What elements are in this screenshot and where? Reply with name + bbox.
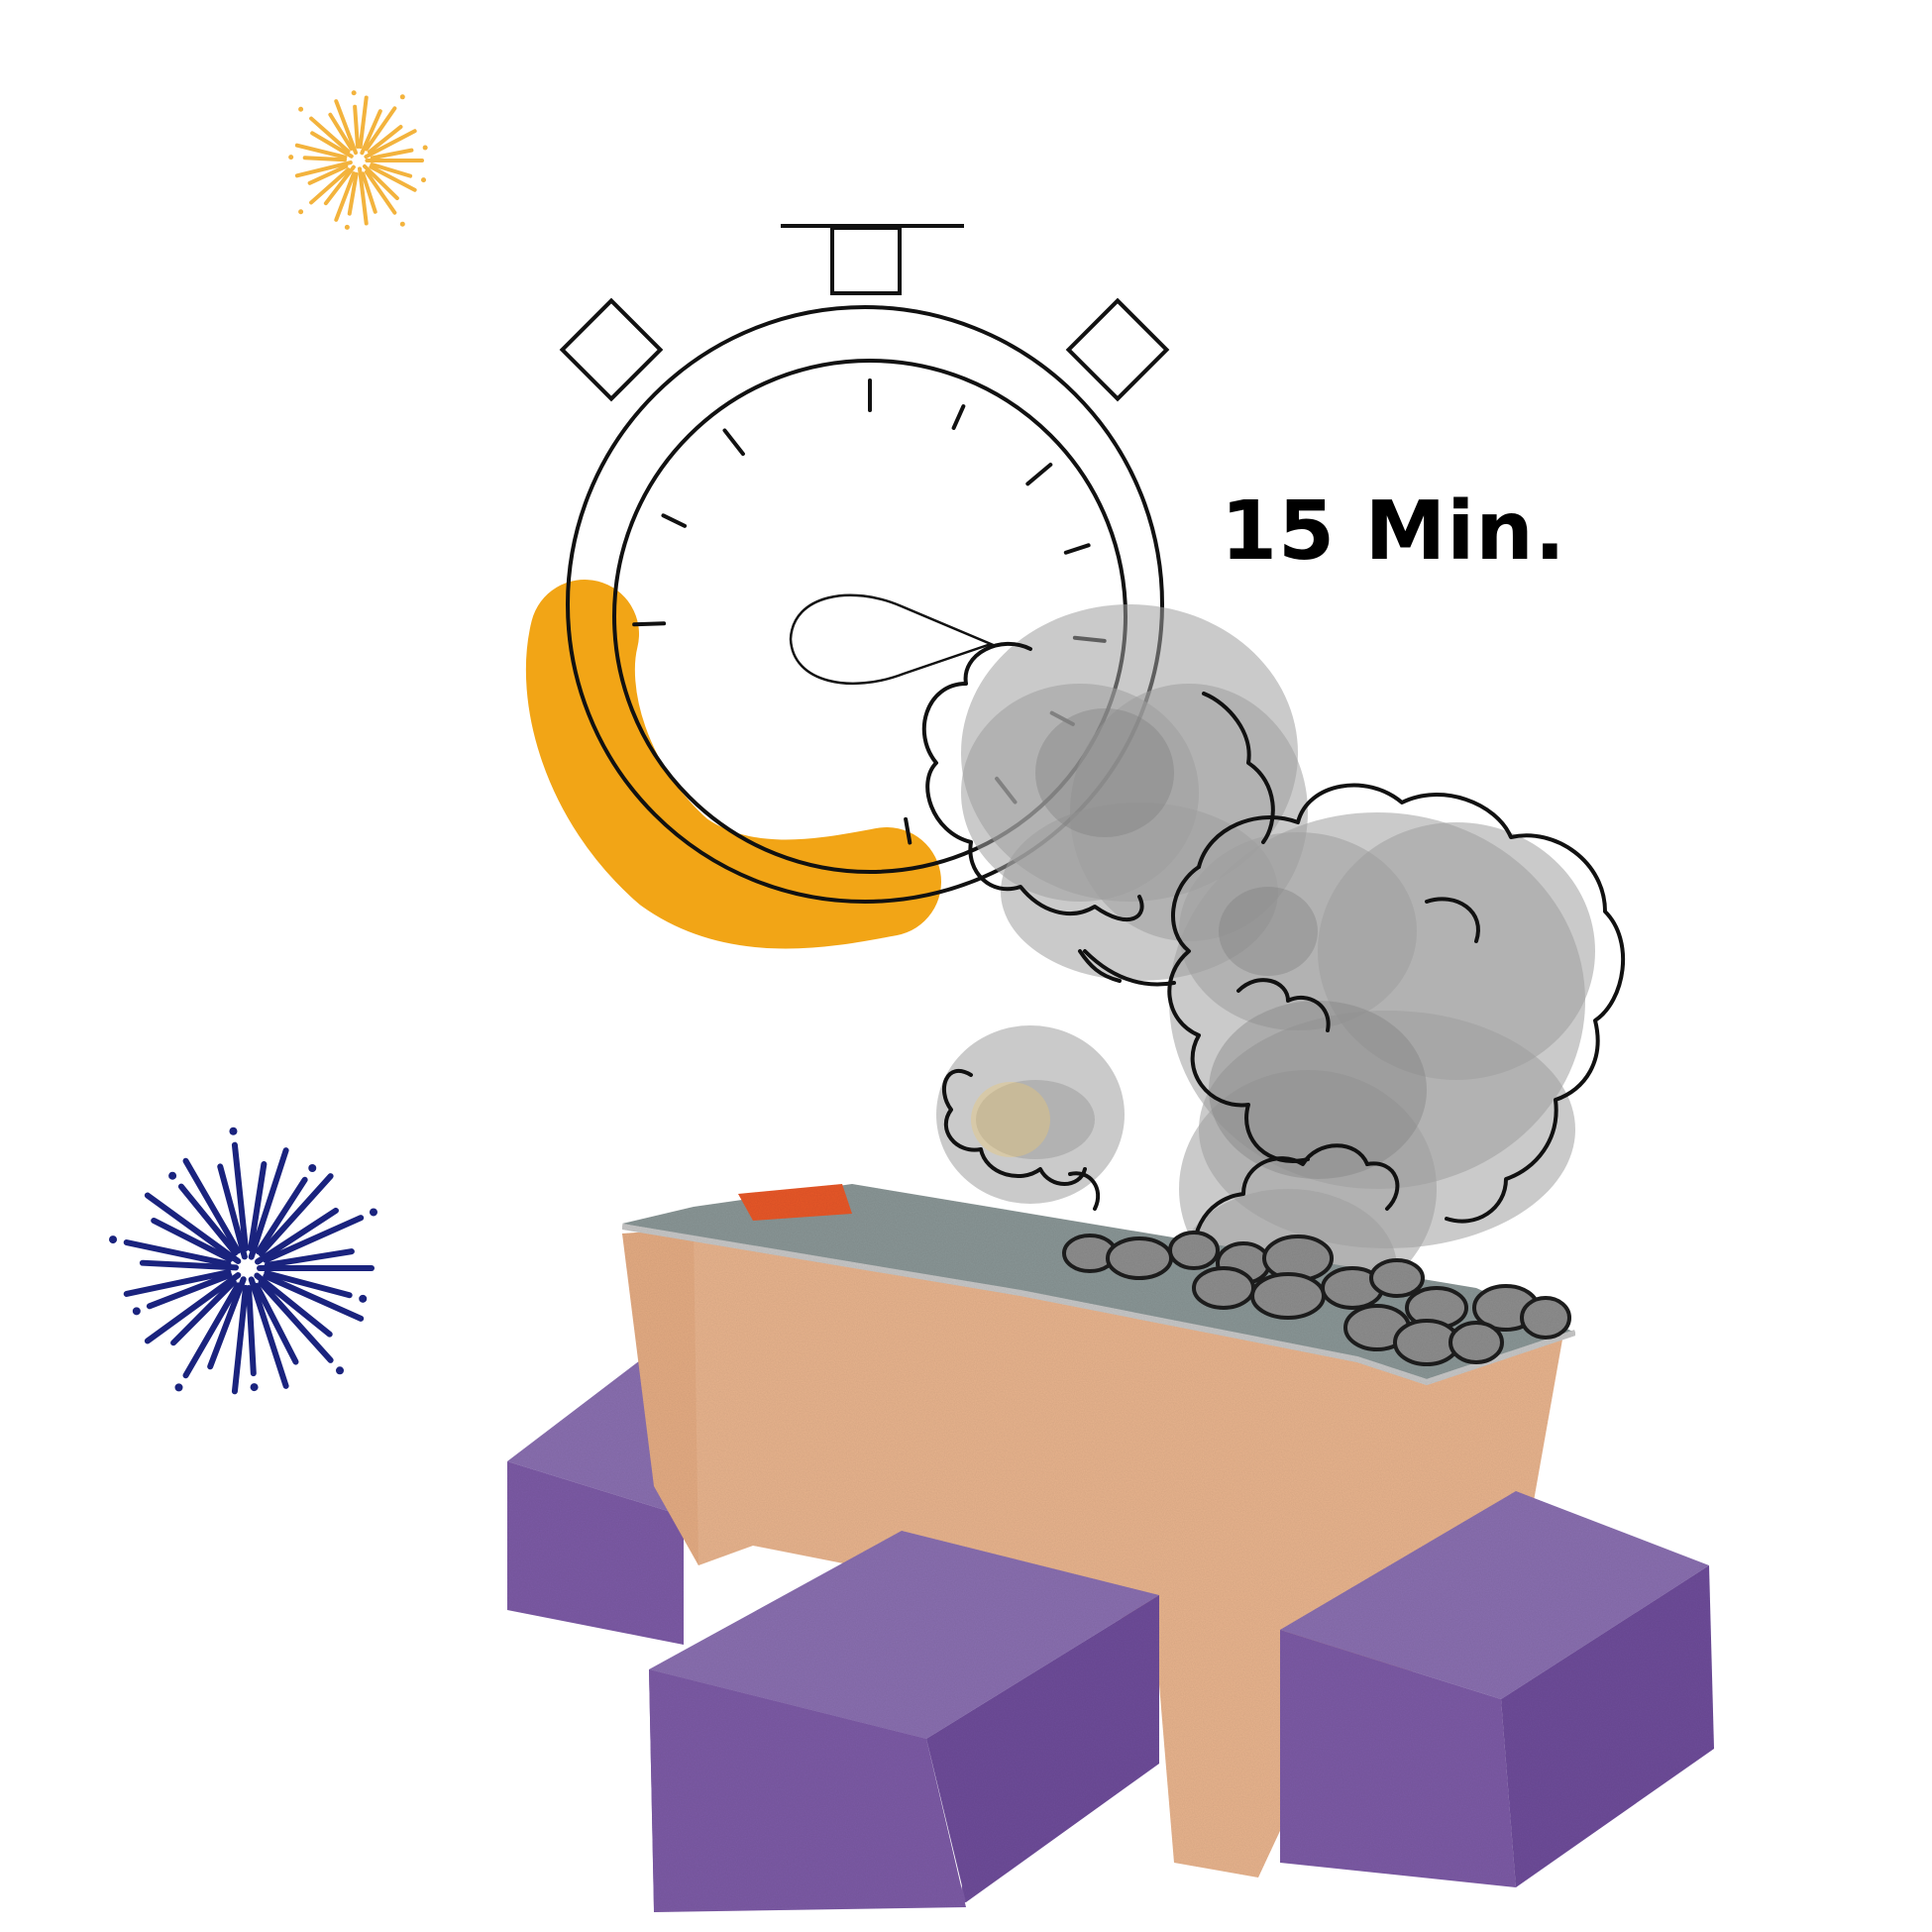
firework-burst-navy-icon <box>109 1127 377 1395</box>
burst-ray <box>361 171 377 214</box>
smoke-icon <box>921 604 1626 1347</box>
burst-ray <box>182 1282 241 1379</box>
burst-ray <box>264 1248 355 1268</box>
tick-mark <box>632 621 667 627</box>
burst-ray <box>182 1157 241 1254</box>
foil-top <box>622 1184 1575 1382</box>
tick-mark <box>1063 543 1091 555</box>
burst-dot <box>298 106 304 112</box>
tick-mark <box>661 513 688 528</box>
burst-ray <box>364 106 397 152</box>
burst-ray <box>258 1279 334 1363</box>
burst-ray <box>309 167 351 205</box>
burst-ray <box>146 1272 233 1310</box>
burst-ray <box>217 1163 248 1260</box>
burst-ray <box>123 1269 232 1297</box>
burst-ray <box>248 1276 289 1389</box>
burst-ray <box>310 131 354 159</box>
burst-ray <box>231 1284 249 1395</box>
burst-dot <box>229 1127 238 1135</box>
burst-ray <box>248 1161 268 1252</box>
burst-dot <box>168 1171 177 1180</box>
burst-ray <box>254 1272 333 1338</box>
burst-ray <box>364 129 417 160</box>
burst-dot <box>359 1294 368 1303</box>
burst-dot <box>351 90 357 96</box>
burst-ray <box>231 1141 249 1252</box>
cube-front-right <box>1280 1491 1714 1887</box>
burst-dot <box>132 1307 141 1316</box>
burst-ray <box>264 1270 353 1299</box>
burst-dot <box>399 94 405 100</box>
burst-ray <box>258 1173 334 1257</box>
burst-ray <box>364 169 397 215</box>
burst-ray <box>358 166 369 226</box>
stopwatch-hand <box>789 593 995 686</box>
burst-ray <box>370 148 414 161</box>
burst-dot <box>174 1383 183 1392</box>
burst-dot <box>399 221 405 227</box>
burst-ray <box>353 104 361 150</box>
burst-ray <box>248 1147 289 1260</box>
burst-ray <box>246 1284 257 1377</box>
duration-label: 15 Min. <box>1221 484 1566 579</box>
burst-dot <box>308 1163 317 1172</box>
burst-ray <box>263 1215 365 1263</box>
burst-ray <box>347 171 359 216</box>
burst-ray <box>207 1276 247 1370</box>
burst-ray <box>177 1183 239 1256</box>
burst-ray <box>263 1273 365 1322</box>
tick-mark <box>904 816 912 845</box>
firework-burst-orange-icon <box>288 90 428 230</box>
wrapper-side <box>622 1229 698 1565</box>
burst-ray <box>255 1176 308 1255</box>
burst-ray <box>323 164 356 206</box>
burst-ray <box>334 171 357 222</box>
burst-dot <box>344 224 350 230</box>
tick-mark <box>951 404 966 430</box>
burst-ray <box>369 164 417 192</box>
burst-dot <box>288 155 294 161</box>
burst-ray <box>367 125 403 155</box>
tick-mark <box>722 428 745 457</box>
burst-ray <box>334 99 359 156</box>
burst-ray <box>151 1217 234 1262</box>
burst-ray <box>255 1207 339 1265</box>
burst-ray <box>307 163 349 185</box>
burst-ray <box>370 162 413 178</box>
burst-ray <box>294 143 348 160</box>
burst-dot <box>421 177 427 183</box>
cube-front-left <box>649 1531 1159 1912</box>
burst-ray <box>328 112 354 152</box>
burst-ray <box>254 1282 299 1365</box>
burst-dot <box>422 145 428 151</box>
burst-ray <box>144 1192 242 1264</box>
stopwatch-outer-ring <box>566 305 1164 904</box>
burst-ray <box>170 1279 237 1346</box>
burst-dot <box>250 1383 259 1392</box>
burst-ray <box>309 116 351 154</box>
burst-dot <box>298 209 304 215</box>
burst-ray <box>358 95 369 150</box>
burst-dot <box>336 1366 345 1375</box>
burst-ray <box>144 1272 242 1344</box>
burst-dot <box>369 1208 377 1217</box>
burst-dot <box>109 1235 118 1244</box>
burst-ray <box>302 156 348 162</box>
burst-ray <box>360 109 382 156</box>
tick-mark <box>1025 463 1053 486</box>
burst-ray <box>139 1259 240 1271</box>
burst-ray <box>363 163 399 201</box>
burst-ray <box>294 161 353 178</box>
burst-ray <box>123 1239 232 1267</box>
